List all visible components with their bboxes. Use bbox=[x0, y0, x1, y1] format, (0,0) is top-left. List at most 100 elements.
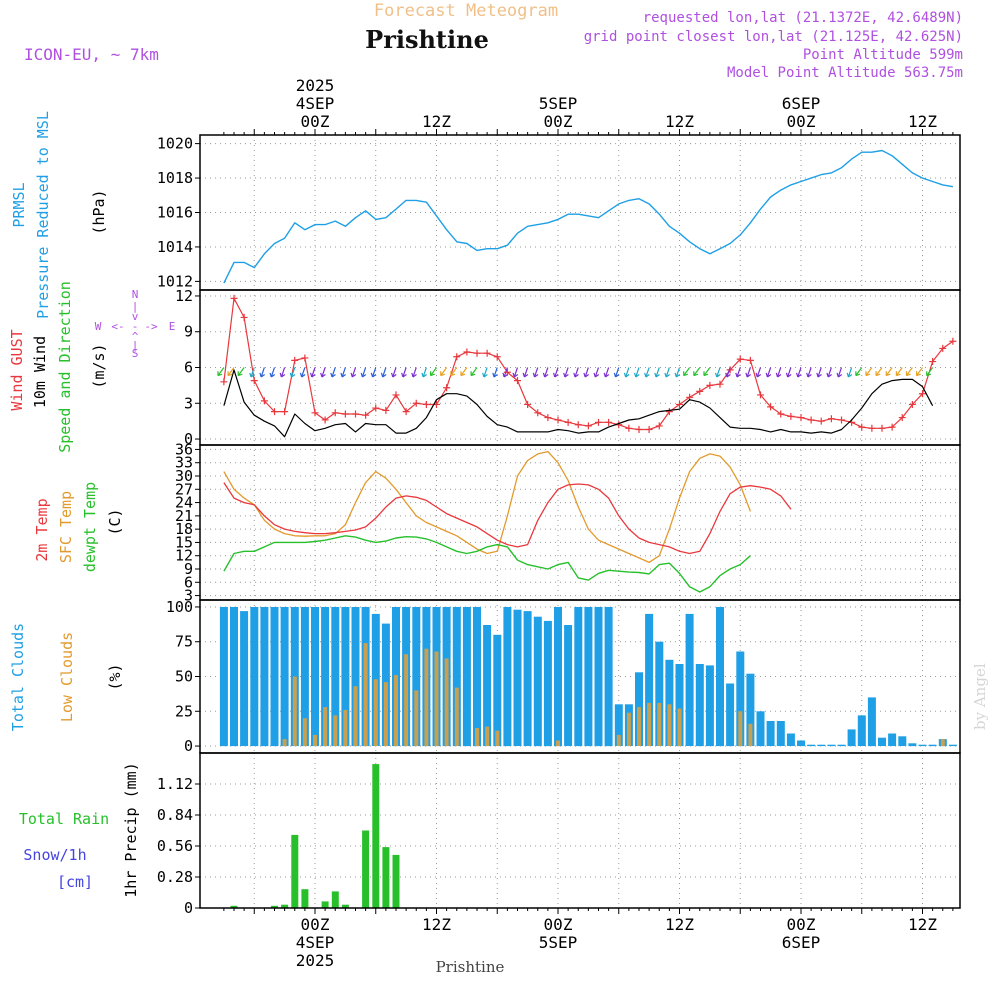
gust-point bbox=[220, 378, 228, 386]
wind-direction-arrowhead bbox=[217, 371, 223, 377]
total-cloud-bar bbox=[604, 607, 613, 747]
total-cloud-bar bbox=[614, 704, 623, 746]
wind-direction-arrow bbox=[290, 367, 296, 378]
wind-direction-arrow bbox=[270, 367, 276, 378]
wind-direction-arrowhead bbox=[775, 372, 782, 378]
total-cloud-bar bbox=[888, 733, 897, 746]
wind-direction-arrowhead bbox=[916, 371, 921, 377]
gust-point bbox=[382, 406, 390, 414]
wind-direction-arrowhead bbox=[855, 371, 861, 377]
low-cloud-bar bbox=[282, 739, 287, 747]
wind-direction-arrow bbox=[217, 367, 225, 376]
wind-direction-arrow bbox=[895, 367, 903, 376]
time-label-bottom: 00Z bbox=[787, 915, 816, 934]
y-tick-label: 30 bbox=[175, 467, 193, 485]
low-clouds-label: Low Clouds bbox=[58, 632, 76, 722]
gust-point bbox=[574, 421, 582, 429]
frame-layer bbox=[199, 134, 961, 909]
wind-direction-arrow bbox=[875, 367, 883, 376]
wind-direction-arrow bbox=[493, 367, 498, 378]
gust-point bbox=[655, 422, 663, 430]
y-tick-label: 36 bbox=[175, 440, 193, 458]
wind-direction-arrowhead bbox=[421, 372, 427, 378]
y-tick-label: 9 bbox=[184, 560, 193, 578]
wind-direction-arrow bbox=[594, 367, 600, 378]
y-tick-label: 27 bbox=[175, 480, 193, 498]
low-cloud-bar bbox=[313, 734, 317, 746]
temp-unit-label: (C) bbox=[106, 508, 124, 535]
y-tick-label: 1016 bbox=[157, 204, 193, 222]
wind-direction-arrowhead bbox=[664, 372, 670, 378]
gust-point bbox=[949, 337, 957, 345]
time-label-bottom: 12Z bbox=[665, 915, 694, 934]
total-cloud-bar bbox=[513, 609, 522, 746]
wind-direction-arrow bbox=[331, 367, 336, 378]
gust-point bbox=[301, 354, 309, 362]
y-tick-label: 0.28 bbox=[157, 868, 193, 886]
gust-point bbox=[473, 349, 481, 357]
snow-label: Snow/1h bbox=[23, 846, 86, 864]
panel-frame bbox=[199, 444, 961, 601]
wind-direction-arrowhead bbox=[703, 371, 709, 377]
wind-direction-arrow bbox=[450, 367, 458, 376]
wind-direction-arrowhead bbox=[401, 372, 407, 378]
wind-direction-arrow bbox=[460, 367, 468, 376]
y-tick-label: 25 bbox=[175, 702, 193, 720]
y-tick-label: 33 bbox=[175, 454, 193, 472]
wind-direction-arrow bbox=[402, 367, 407, 378]
low-cloud-bar bbox=[434, 651, 439, 747]
wind-unit-label: (m/s) bbox=[90, 343, 108, 388]
gust-point bbox=[554, 416, 562, 424]
wind-direction-arrowhead bbox=[470, 371, 476, 377]
y-tick-label: 0.84 bbox=[157, 806, 193, 824]
wind-direction-arrowhead bbox=[895, 371, 901, 377]
total-cloud-bar bbox=[280, 607, 289, 747]
low-cloud-bar bbox=[343, 709, 348, 747]
gust-point bbox=[706, 381, 714, 389]
wind-direction-arrowhead bbox=[735, 372, 741, 378]
y-tick-label: 18 bbox=[175, 520, 193, 538]
gust-point bbox=[716, 380, 724, 388]
wind-direction-arrowhead bbox=[583, 372, 589, 378]
low-cloud-bar bbox=[475, 728, 479, 747]
wind-direction-arrowhead bbox=[714, 372, 721, 378]
total-cloud-bar bbox=[503, 607, 512, 747]
total-cloud-bar bbox=[675, 664, 684, 747]
rain-bar bbox=[301, 889, 309, 908]
wind-direction-arrowhead bbox=[390, 372, 397, 378]
total-cloud-bar bbox=[817, 744, 826, 747]
svg-text:|: | bbox=[132, 300, 139, 313]
low-cloud-bar bbox=[940, 739, 945, 747]
low-cloud-bar bbox=[302, 718, 307, 746]
y-tick-label: 1.12 bbox=[157, 775, 193, 793]
total-cloud-bar bbox=[746, 673, 755, 746]
wind-direction-arrowhead bbox=[563, 372, 569, 378]
low-cloud-bar bbox=[353, 686, 358, 746]
gust-point bbox=[929, 358, 937, 366]
wind-direction-arrowhead bbox=[512, 372, 519, 378]
footer-location: Prishtine bbox=[436, 958, 505, 976]
requested-location: requested lon,lat (21.1372E, 42.6489N) bbox=[643, 10, 963, 26]
y-tick-label: 1020 bbox=[157, 135, 193, 153]
wind-direction-arrowhead bbox=[522, 372, 529, 378]
wind-direction-arrow bbox=[371, 367, 377, 378]
wind-direction-arrow bbox=[614, 367, 620, 378]
gust-point bbox=[291, 356, 299, 364]
compass-north: N bbox=[132, 288, 139, 301]
wind-direction-arrowhead bbox=[806, 372, 812, 378]
wind-direction-arrowhead bbox=[542, 372, 549, 378]
wind-direction-arrowhead bbox=[785, 372, 792, 378]
wind-direction-arrowhead bbox=[269, 372, 276, 378]
axis-layer: 1012101410161018102003691236912151821242… bbox=[157, 76, 954, 970]
rain-bar bbox=[362, 830, 370, 908]
total-cloud-bar bbox=[837, 744, 846, 747]
prmsl-long-label: Pressure Reduced to MSL bbox=[34, 111, 52, 319]
total-cloud-bar bbox=[543, 620, 552, 747]
y-tick-label: 1012 bbox=[157, 272, 193, 290]
time-label-top: 5SEP bbox=[539, 94, 578, 113]
wind-direction-arrowhead bbox=[905, 371, 911, 377]
model-point-altitude: Model Point Altitude 563.75m bbox=[727, 65, 963, 81]
wind-direction-arrow bbox=[847, 367, 853, 378]
time-label-top: 12Z bbox=[422, 112, 451, 131]
total-cloud-bar bbox=[766, 721, 775, 746]
